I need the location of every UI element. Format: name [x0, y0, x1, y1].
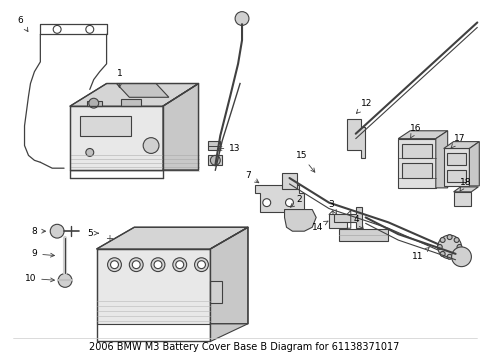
Text: 11: 11 [411, 248, 428, 261]
FancyBboxPatch shape [401, 144, 431, 158]
FancyBboxPatch shape [446, 170, 466, 182]
Circle shape [175, 261, 183, 269]
Polygon shape [97, 249, 210, 324]
Polygon shape [468, 141, 478, 186]
Text: 5: 5 [87, 229, 98, 238]
Polygon shape [443, 141, 478, 148]
Polygon shape [121, 99, 141, 106]
Text: 2006 BMW M3 Battery Cover Base B Diagram for 61138371017: 2006 BMW M3 Battery Cover Base B Diagram… [89, 342, 398, 352]
FancyBboxPatch shape [397, 139, 435, 188]
Circle shape [58, 274, 72, 287]
Polygon shape [80, 116, 131, 136]
Circle shape [197, 261, 205, 269]
Text: 9: 9 [31, 249, 54, 258]
Polygon shape [397, 131, 447, 139]
Text: +: + [104, 234, 112, 244]
Text: 18: 18 [459, 179, 470, 191]
FancyBboxPatch shape [443, 148, 468, 186]
FancyBboxPatch shape [328, 215, 346, 228]
Circle shape [194, 258, 208, 271]
Circle shape [154, 261, 162, 269]
Polygon shape [163, 84, 198, 170]
Circle shape [151, 258, 164, 271]
Circle shape [437, 235, 461, 259]
Text: 4: 4 [353, 215, 363, 229]
Circle shape [132, 261, 140, 269]
Circle shape [235, 12, 248, 26]
FancyBboxPatch shape [446, 153, 466, 165]
Circle shape [143, 138, 159, 153]
FancyBboxPatch shape [208, 141, 220, 150]
Polygon shape [346, 119, 364, 158]
Circle shape [453, 251, 458, 256]
Circle shape [53, 26, 61, 33]
Circle shape [110, 261, 118, 269]
Polygon shape [284, 210, 316, 231]
Polygon shape [435, 131, 447, 188]
Circle shape [446, 235, 451, 239]
Polygon shape [70, 84, 198, 106]
FancyBboxPatch shape [208, 156, 222, 165]
Polygon shape [281, 173, 297, 189]
Circle shape [89, 98, 99, 108]
Circle shape [439, 251, 444, 256]
Circle shape [446, 254, 451, 259]
Circle shape [436, 244, 441, 249]
Text: 8: 8 [31, 227, 45, 236]
Circle shape [262, 199, 270, 207]
Circle shape [129, 258, 143, 271]
Text: 2: 2 [290, 195, 302, 207]
Text: 16: 16 [409, 124, 421, 139]
Text: 1: 1 [116, 69, 122, 88]
Circle shape [285, 199, 293, 207]
Circle shape [439, 238, 444, 242]
Circle shape [210, 156, 220, 165]
Text: 17: 17 [450, 134, 464, 148]
Polygon shape [453, 187, 477, 192]
Polygon shape [333, 207, 361, 228]
Circle shape [86, 26, 94, 33]
Circle shape [453, 238, 458, 242]
Circle shape [107, 258, 121, 271]
Circle shape [50, 224, 64, 238]
Polygon shape [97, 227, 247, 249]
Text: 14: 14 [311, 221, 327, 232]
Circle shape [172, 258, 186, 271]
Circle shape [86, 148, 94, 156]
Text: 3: 3 [327, 200, 336, 214]
Polygon shape [116, 84, 168, 97]
FancyBboxPatch shape [210, 282, 222, 303]
Text: 13: 13 [218, 144, 241, 153]
Polygon shape [338, 229, 387, 241]
Text: 7: 7 [244, 171, 258, 183]
Text: 15: 15 [295, 151, 314, 172]
Text: 10: 10 [25, 274, 54, 283]
Circle shape [451, 247, 470, 267]
FancyBboxPatch shape [453, 192, 470, 206]
Circle shape [456, 244, 461, 249]
FancyBboxPatch shape [401, 163, 431, 178]
Text: 6: 6 [18, 16, 28, 32]
Polygon shape [254, 185, 304, 212]
Polygon shape [87, 101, 102, 106]
Polygon shape [210, 227, 247, 342]
Polygon shape [70, 106, 163, 170]
Text: 12: 12 [356, 99, 371, 113]
